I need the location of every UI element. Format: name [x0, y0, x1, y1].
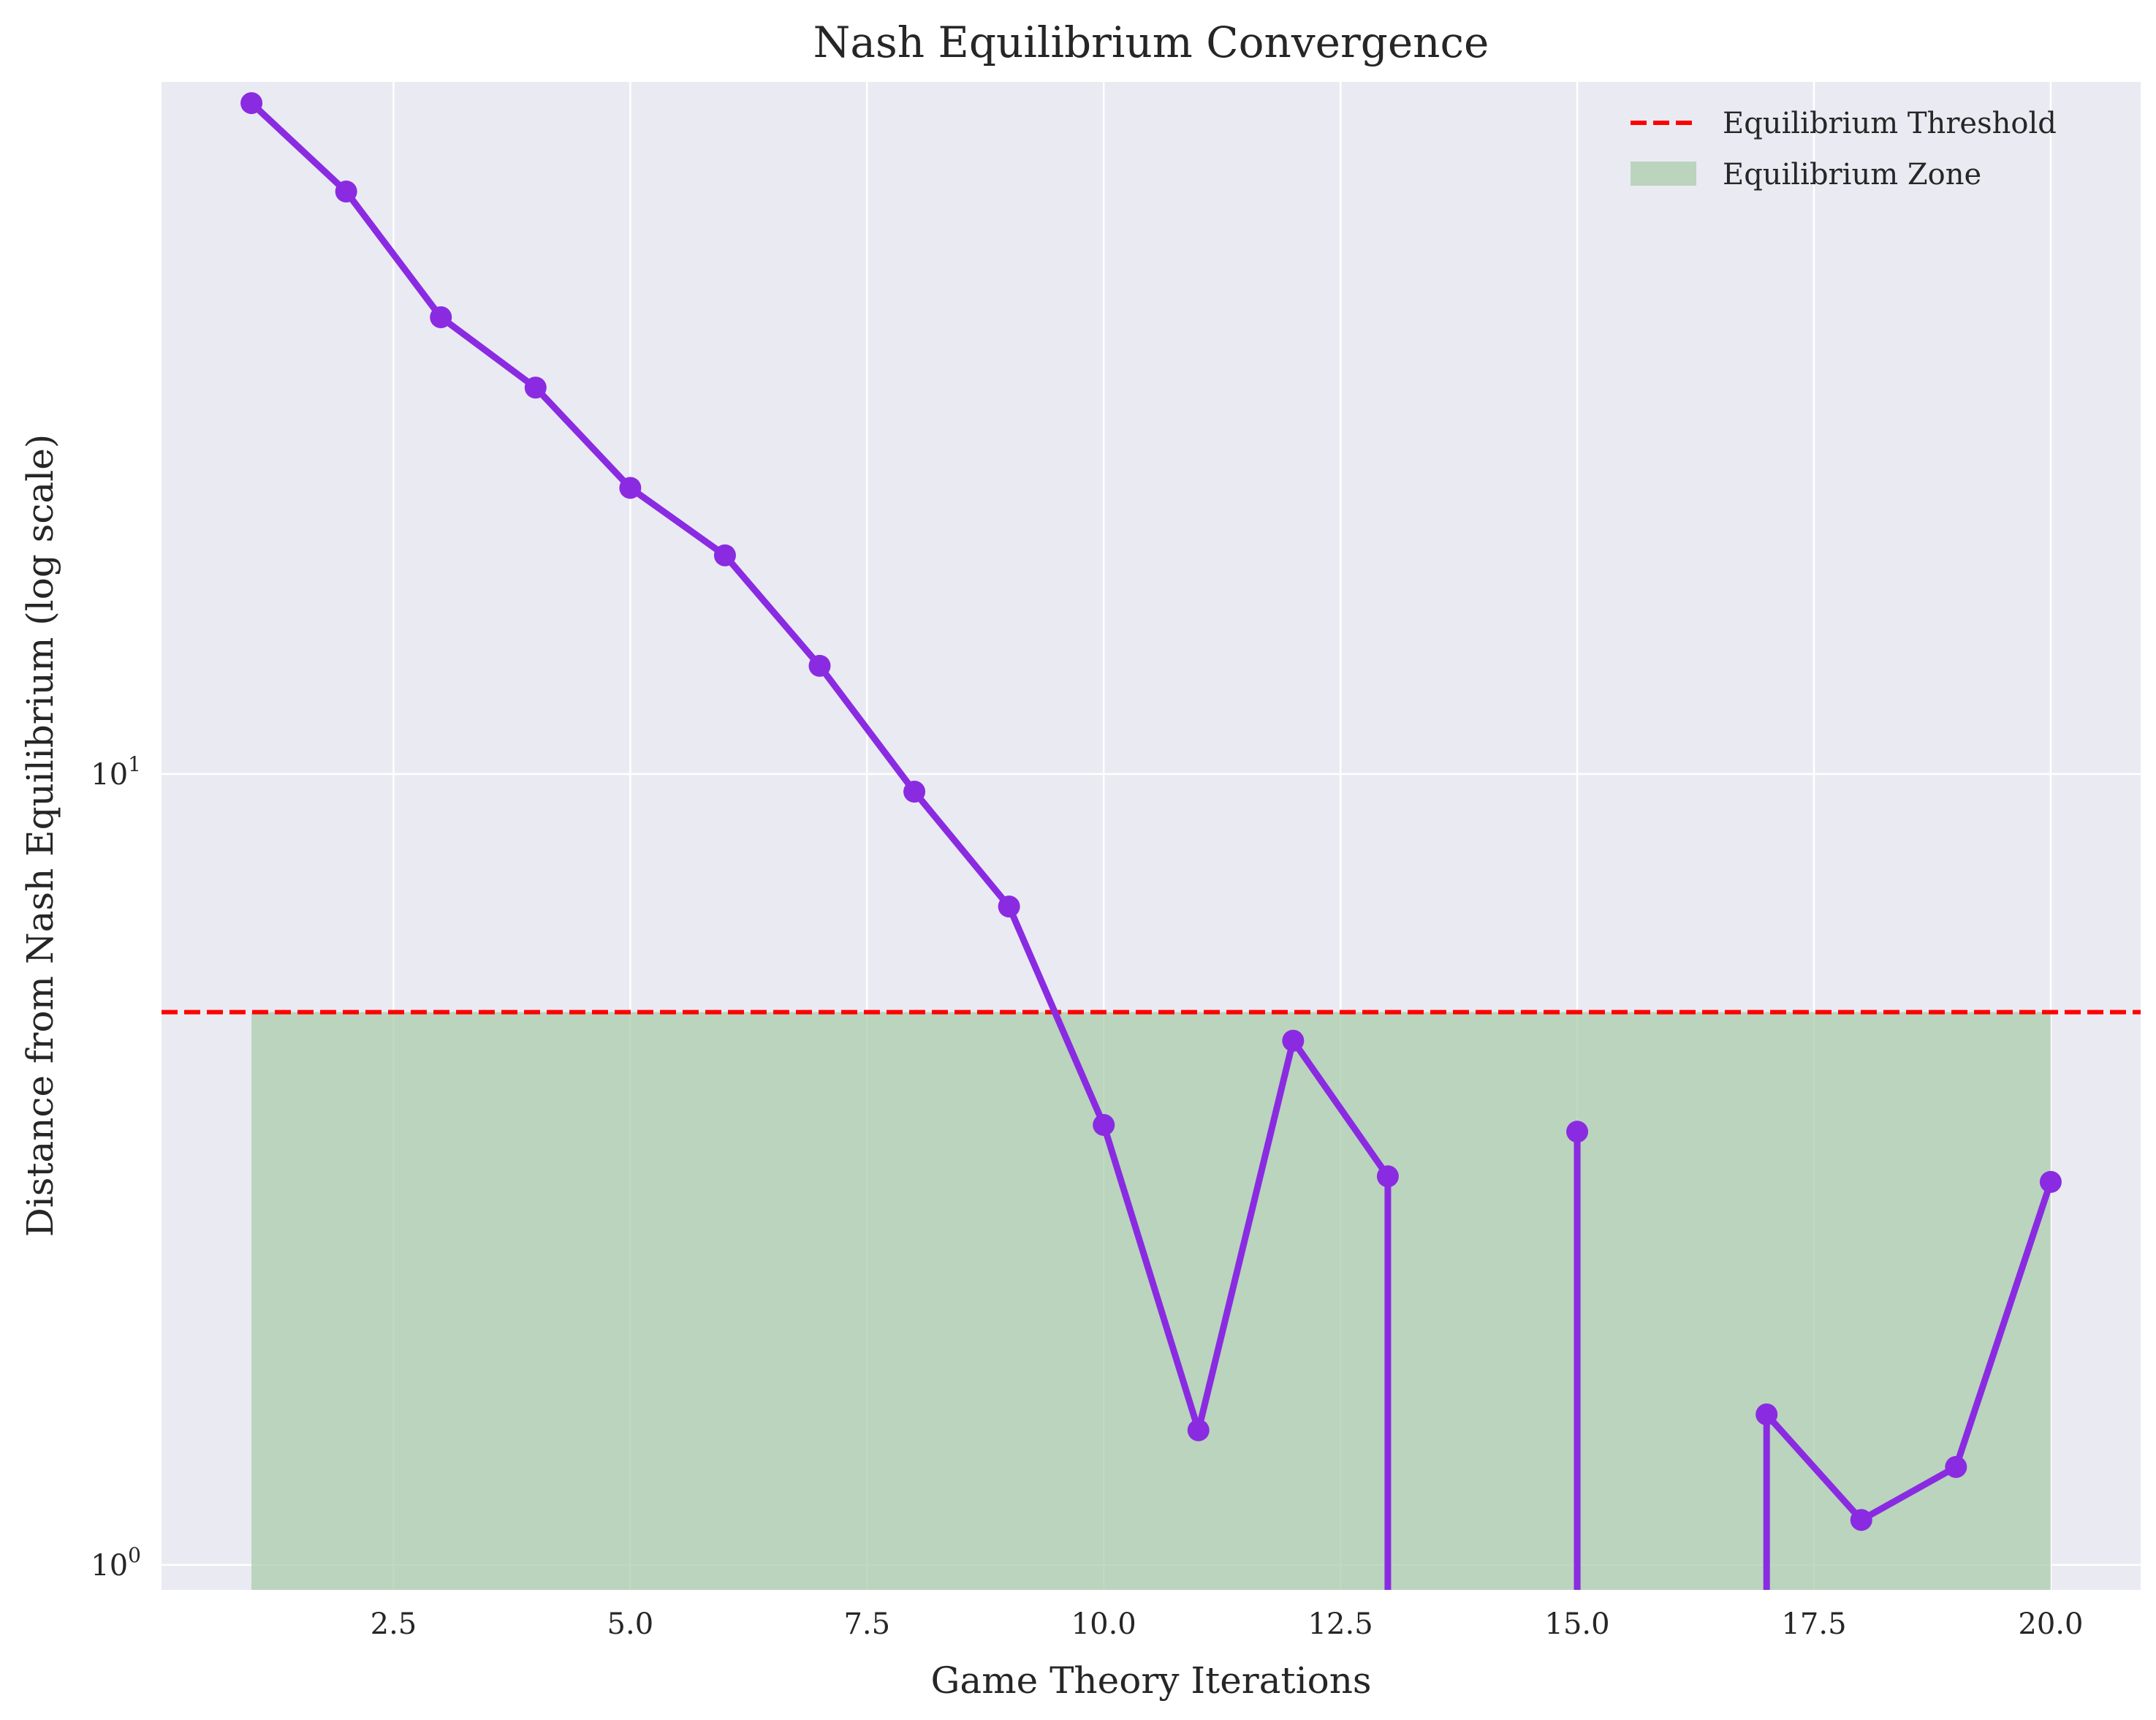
equilibrium-zone-area: [251, 1012, 2051, 1590]
data-point: [1945, 1455, 1967, 1478]
x-tick-label: 7.5: [843, 1607, 890, 1641]
data-point: [1093, 1113, 1115, 1136]
data-point: [430, 306, 452, 328]
x-tick-label: 20.0: [2018, 1607, 2083, 1641]
series-segment: [816, 662, 918, 795]
data-point: [1376, 1165, 1399, 1188]
data-point: [1755, 1403, 1778, 1425]
series-segment: [1858, 1463, 1959, 1523]
data-point: [1850, 1509, 1872, 1531]
series-segment: [1289, 1037, 1392, 1180]
data-point: [713, 544, 736, 567]
chart-title: Nash Equilibrium Convergence: [813, 18, 1489, 67]
legend-threshold-label: Equilibrium Threshold: [1723, 107, 2057, 140]
x-tick-label: 15.0: [1545, 1607, 1610, 1641]
x-tick-label: 5.0: [607, 1607, 654, 1641]
series-segment: [532, 384, 634, 491]
data-point: [808, 654, 831, 677]
series-segment: [626, 484, 729, 559]
series-segment: [248, 99, 350, 195]
x-tick-label: 12.5: [1308, 1607, 1373, 1641]
data-point: [1187, 1419, 1210, 1441]
data-point: [1566, 1121, 1589, 1143]
data-point: [619, 477, 642, 499]
data-point: [998, 895, 1020, 918]
convergence-series: [240, 92, 2062, 1590]
series-segment: [721, 552, 824, 670]
series-segment: [1763, 1411, 1865, 1523]
legend-zone-label: Equilibrium Zone: [1723, 158, 1981, 192]
x-tick-label: 10.0: [1071, 1607, 1136, 1641]
x-tick-label: 17.5: [1781, 1607, 1846, 1641]
series-segment: [911, 788, 1013, 910]
equilibrium-zone: [251, 1012, 2051, 1590]
x-tick-label: 2.5: [371, 1607, 417, 1641]
data-point: [335, 181, 357, 203]
series-segment: [1952, 1178, 2054, 1471]
series-segment: [1006, 903, 1107, 1129]
y-axis-label: Distance from Nash Equilibrium (log scal…: [19, 434, 61, 1238]
data-point: [903, 780, 926, 803]
data-point: [240, 92, 263, 115]
series-segment: [343, 188, 444, 321]
series-segment: [437, 314, 539, 391]
data-point: [2039, 1170, 2062, 1193]
series-segment: [1195, 1037, 1297, 1434]
legend: Equilibrium Threshold Equilibrium Zone: [1631, 107, 2057, 192]
x-axis-ticks: 2.5 5.0 7.5 10.0 12.5 15.0 17.5 20.0: [371, 1607, 2084, 1641]
data-point: [1282, 1029, 1305, 1052]
x-axis-label: Game Theory Iterations: [930, 1659, 1371, 1702]
legend-zone-swatch: [1631, 162, 1696, 186]
data-point: [524, 376, 547, 399]
series-segment: [1100, 1121, 1202, 1434]
